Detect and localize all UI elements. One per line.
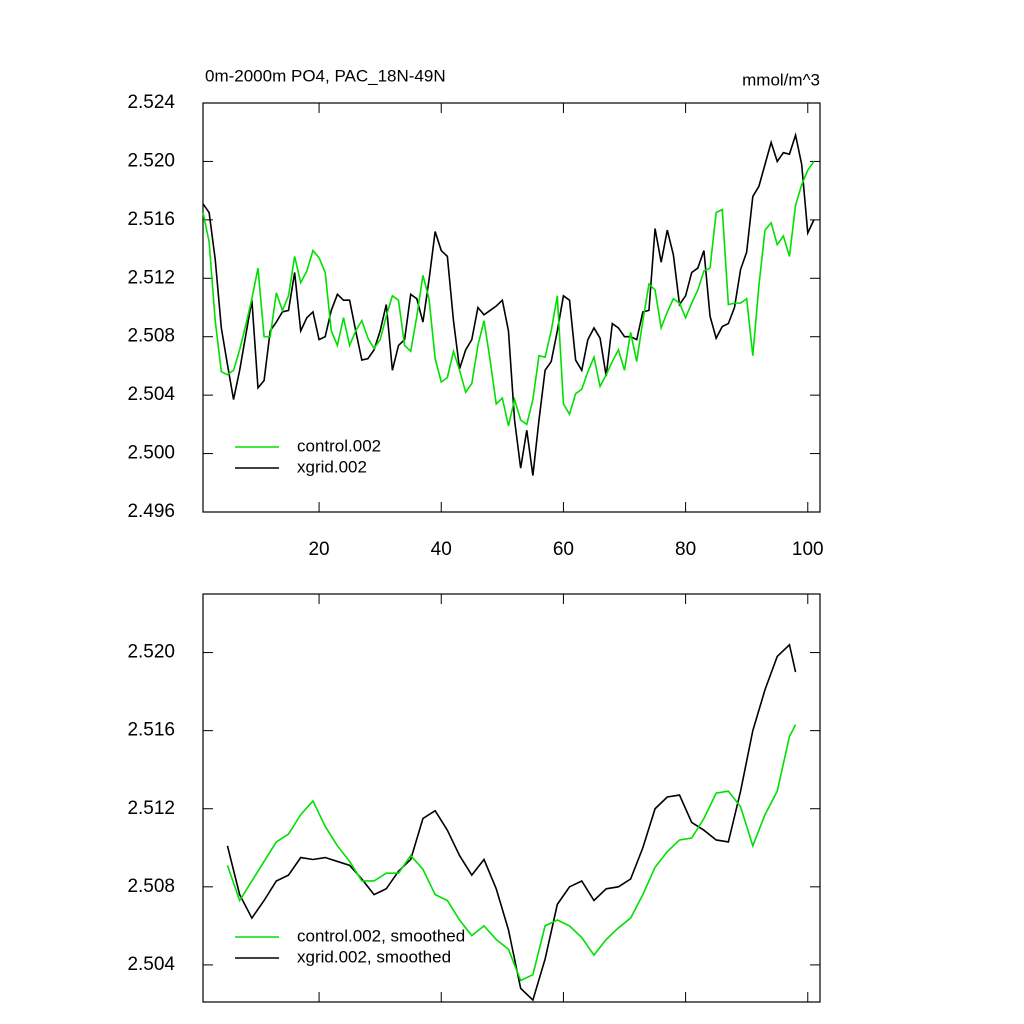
- x-tick-label: 40: [431, 539, 452, 560]
- y-tick-label: 2.504: [127, 384, 175, 405]
- legend-label: control.002, smoothed: [297, 926, 465, 945]
- series-line: [202, 132, 815, 476]
- series-line: [202, 160, 815, 427]
- legend-label: xgrid.002, smoothed: [297, 947, 451, 966]
- y-tick-label: 2.504: [127, 954, 175, 975]
- plot-frame: [202, 593, 821, 1003]
- series-line: [226, 643, 797, 1002]
- plot-frame: [202, 102, 821, 513]
- legend-label: control.002: [297, 436, 381, 455]
- y-tick-label: 2.520: [127, 642, 175, 663]
- y-tick-label: 2.520: [127, 150, 175, 171]
- y-tick-label: 2.516: [127, 720, 175, 741]
- chart-title: 0m-2000m PO4, PAC_18N-49N: [205, 66, 446, 85]
- x-tick-label: 60: [553, 539, 574, 560]
- y-tick-label: 2.516: [127, 209, 175, 230]
- y-tick-label: 2.512: [127, 798, 175, 819]
- series-line: [226, 724, 797, 982]
- y-tick-label: 2.508: [127, 326, 175, 347]
- x-tick-label: 20: [308, 539, 329, 560]
- y-tick-label: 2.496: [127, 501, 175, 522]
- y-tick-label: 2.500: [127, 443, 175, 464]
- units-label: mmol/m^3: [742, 70, 820, 89]
- legend-label: xgrid.002: [297, 457, 367, 476]
- y-tick-label: 2.524: [127, 92, 175, 113]
- x-tick-label: 80: [675, 539, 696, 560]
- y-tick-label: 2.508: [127, 876, 175, 897]
- y-tick-label: 2.512: [127, 267, 175, 288]
- x-tick-label: 100: [792, 539, 824, 560]
